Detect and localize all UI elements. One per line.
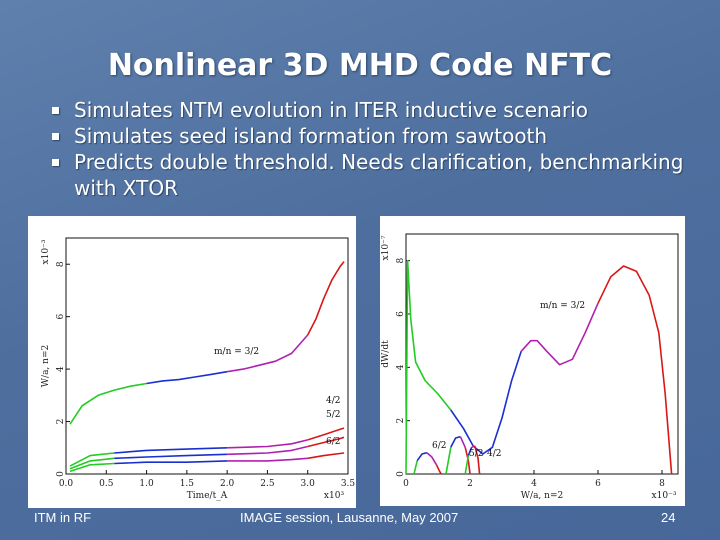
series-label: 6/2 (326, 437, 340, 447)
bullet-text: Simulates NTM evolution in ITER inductiv… (74, 98, 588, 122)
series-line-3 (114, 460, 228, 465)
series-line-3 (474, 445, 481, 475)
series-line-1 (307, 427, 345, 441)
plot-a-svg: 0.0 0.5 1.0 1.5 2.0 2.5 3.0 3.5 0 2 4 6 8 Time/t_A x10… (41, 237, 356, 501)
y-tick-label: 2 (396, 418, 406, 424)
series-line-3 (69, 462, 115, 473)
x-tick-label: 1.5 (180, 479, 195, 489)
plot-b-svg: 0 2 4 6 8 0 2 4 6 8 W/a, n=2 x10⁻³ dW/dt x10⁻⁷ m/n = 3… (381, 233, 679, 501)
series-line-2 (69, 457, 115, 470)
x-tick-label: 0 (403, 479, 409, 489)
x-tick-label: 2 (467, 479, 473, 489)
series-line-1 (413, 460, 418, 475)
x-tick-label: 1.0 (139, 479, 154, 489)
x-tick-label: 3.5 (341, 479, 356, 489)
series-line-3 (227, 457, 308, 462)
bullet-text: Simulates seed island formation from saw… (74, 124, 548, 148)
series-label: 4/2 (487, 449, 501, 459)
bullet-list: Simulates NTM evolution in ITER inductiv… (52, 97, 692, 201)
bullet-item: Predicts double threshold. Needs clarifi… (52, 149, 692, 201)
y-tick-label: 6 (56, 314, 66, 320)
x-tick-label: 4 (531, 479, 537, 489)
bullet-text: Predicts double threshold. Needs clarifi… (74, 150, 684, 200)
y-tick-label: 4 (56, 366, 66, 372)
series-line-2 (307, 436, 345, 448)
series-line-0 (306, 261, 345, 336)
series-line-3 (307, 452, 345, 460)
square-bullet-icon (52, 159, 59, 166)
series-line-2 (445, 447, 452, 475)
footer-left-text: ITM in RF (34, 510, 92, 525)
y-tick-label: 0 (56, 471, 66, 477)
series-line-0 (146, 370, 228, 385)
y-tick-label: 6 (396, 311, 406, 317)
series-label: m/n = 3/2 (540, 301, 585, 311)
series-line-1 (114, 447, 228, 454)
series-line-2 (114, 453, 228, 460)
series-line-0 (69, 382, 147, 425)
series-line-1 (435, 464, 442, 475)
series-line-1 (69, 452, 115, 467)
y-axis-exponent: x10⁻³ (41, 239, 51, 264)
y-tick-label: 0 (396, 471, 406, 477)
series-line-1 (426, 452, 438, 466)
series-line-0 (520, 302, 599, 366)
series-label: 5/2 (469, 449, 483, 459)
series-label: 6/2 (432, 441, 446, 451)
x-tick-label: 2.5 (260, 479, 275, 489)
y-axis-label: W/a, n=2 (41, 345, 51, 387)
square-bullet-icon (52, 107, 59, 114)
series-line-1 (227, 439, 308, 449)
x-axis-label: W/a, n=2 (521, 491, 563, 501)
y-tick-label: 8 (56, 261, 66, 267)
growth-rate-vs-width-plot: 0 2 4 6 8 0 2 4 6 8 W/a, n=2 x10⁻³ dW/dt x10⁻⁷ m/n = 3… (380, 216, 685, 506)
series-line-2 (459, 436, 466, 448)
series-line-2 (450, 435, 461, 448)
y-tick-label: 4 (396, 364, 406, 370)
series-line-0 (597, 265, 673, 475)
series-line-1 (416, 451, 428, 462)
series-label: 5/2 (326, 410, 340, 420)
x-tick-label: 3.0 (301, 479, 316, 489)
plot-frame (405, 233, 679, 475)
series-line-3 (467, 447, 473, 456)
x-axis-exponent: x10⁻³ (652, 491, 677, 501)
x-tick-label: 2.0 (220, 479, 235, 489)
slide-title: Nonlinear 3D MHD Code NFTC (107, 48, 613, 83)
x-tick-label: 0.0 (59, 479, 74, 489)
x-axis-exponent: x10³ (324, 491, 345, 501)
square-bullet-icon (52, 133, 59, 140)
series-line-3 (464, 455, 470, 475)
x-axis-label: Time/t_A (187, 491, 228, 501)
y-tick-label: 2 (56, 419, 66, 425)
series-line-2 (464, 447, 471, 475)
x-tick-label: 8 (659, 479, 665, 489)
bullet-item: Simulates NTM evolution in ITER inductiv… (52, 97, 692, 123)
x-tick-label: 6 (595, 479, 601, 489)
series-line-2 (227, 445, 308, 456)
y-tick-label: 8 (396, 258, 406, 264)
plot-frame (65, 237, 349, 475)
y-axis-label: dW/dt (381, 340, 391, 368)
bullet-item: Simulates seed island formation from saw… (52, 123, 692, 149)
x-tick-label: 0.5 (99, 479, 114, 489)
series-line-0 (450, 351, 522, 455)
slide-number: 24 (661, 510, 676, 525)
series-line-0 (405, 259, 452, 475)
series-label: 4/2 (326, 396, 340, 406)
y-axis-exponent: x10⁻⁷ (381, 235, 391, 260)
series-label: m/n = 3/2 (214, 347, 259, 357)
island-width-vs-time-plot: 0.0 0.5 1.0 1.5 2.0 2.5 3.0 3.5 0 2 4 6 8 Time/t_A x10… (28, 216, 356, 508)
series-line-0 (226, 334, 309, 373)
footer-center-text: IMAGE session, Lausanne, May 2007 (240, 510, 459, 525)
